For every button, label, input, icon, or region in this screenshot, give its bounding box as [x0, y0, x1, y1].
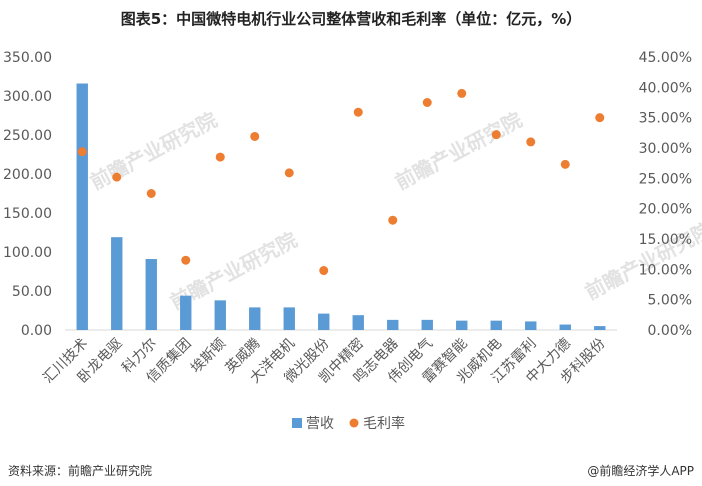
- left-tick-label: 100.00: [3, 245, 52, 261]
- right-tick-label: 45.00%: [639, 50, 692, 66]
- left-tick-label: 200.00: [3, 167, 52, 183]
- margin-dot: [77, 147, 87, 157]
- right-axis-ticks: 0.00% 5.00% 10.00% 15.00% 20.00% 25.00% 30.00%…: [639, 50, 692, 339]
- revenue-bar: [214, 300, 226, 330]
- revenue-bar: [559, 324, 571, 330]
- right-tick-label: 40.00%: [639, 80, 692, 96]
- margin-dot: [388, 215, 398, 225]
- watermark-text: 前瞻产业研究院: [86, 107, 221, 194]
- left-tick-label: 300.00: [3, 89, 52, 105]
- legend: 营收 毛利率: [292, 415, 405, 432]
- revenue-bar: [421, 319, 433, 330]
- margin-dot: [146, 189, 156, 198]
- left-tick-label: 150.00: [3, 206, 52, 222]
- revenue-bar: [249, 307, 261, 330]
- legend-label: 毛利率: [363, 415, 405, 432]
- brand-label: @前瞻经济学人APP: [587, 464, 694, 478]
- margin-dot: [215, 152, 225, 162]
- revenue-bar: [283, 307, 295, 330]
- right-tick-label: 0.00%: [648, 323, 692, 339]
- right-tick-label: 35.00%: [639, 111, 692, 127]
- right-tick-label: 25.00%: [639, 171, 692, 187]
- watermark-text: 前瞻产业研究院: [581, 217, 702, 304]
- revenue-bar: [456, 320, 468, 330]
- left-tick-label: 250.00: [3, 128, 52, 144]
- margin-dot: [181, 255, 191, 265]
- margin-dot: [491, 130, 501, 140]
- revenue-bar: [490, 320, 502, 330]
- revenue-bar: [145, 259, 157, 330]
- revenue-bar: [318, 313, 330, 330]
- margin-dot: [112, 172, 122, 182]
- revenue-bar: [525, 321, 537, 330]
- source-note: 资料来源：前瞻产业研究院: [8, 464, 153, 478]
- revenue-bar: [180, 295, 192, 330]
- revenue-bar: [387, 319, 399, 330]
- revenue-bar: [594, 326, 606, 330]
- bar-series: [76, 83, 606, 331]
- category-labels: 汇川技术卧龙电驱科力尔信质集团埃斯顿英威腾大洋电机微光股份凯中精密鸣志电器伟创电…: [40, 335, 608, 387]
- margin-dot: [284, 168, 294, 178]
- left-tick-label: 350.00: [3, 50, 52, 66]
- right-tick-label: 30.00%: [639, 141, 692, 157]
- legend-dot-swatch: [349, 418, 359, 428]
- margin-dot: [560, 159, 570, 169]
- right-tick-label: 10.00%: [639, 262, 692, 278]
- legend-label: 营收: [306, 416, 334, 432]
- legend-bar-swatch: [292, 418, 302, 428]
- scatter-series: [77, 88, 605, 276]
- margin-dot: [595, 113, 605, 123]
- left-tick-label: 50.00: [12, 284, 52, 300]
- watermark-text: 前瞻产业研究院: [391, 107, 526, 194]
- right-tick-label: 20.00%: [639, 202, 692, 218]
- revenue-bar: [352, 315, 364, 330]
- revenue-bar: [76, 83, 88, 331]
- right-tick-label: 5.00%: [648, 293, 692, 309]
- right-tick-label: 15.00%: [639, 232, 692, 248]
- margin-dot: [457, 88, 467, 98]
- margin-dot: [319, 266, 329, 276]
- left-axis-ticks: 0.00 50.00 100.00 150.00 200.00 250.00 300.00 3…: [3, 50, 52, 339]
- margin-dot: [422, 98, 432, 107]
- left-tick-label: 0.00: [21, 323, 52, 339]
- margin-dot: [353, 107, 363, 117]
- margin-dot: [250, 131, 260, 141]
- revenue-bar: [111, 237, 123, 330]
- margin-dot: [526, 137, 536, 147]
- category-label: 埃斯顿: [188, 336, 229, 377]
- chart-title: 图表5：中国微特电机行业公司整体营收和毛利率（单位：亿元，%）: [120, 10, 582, 28]
